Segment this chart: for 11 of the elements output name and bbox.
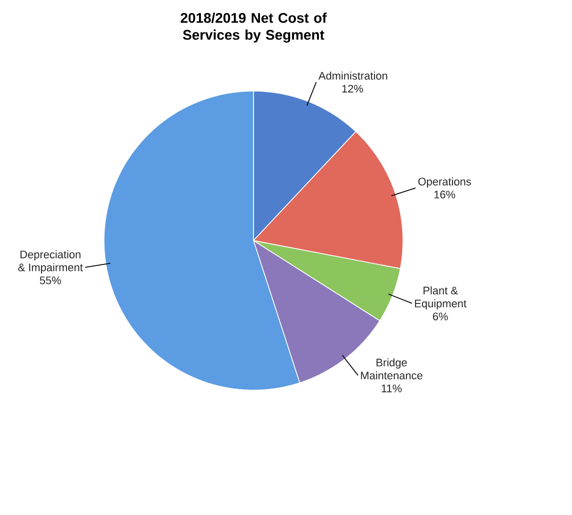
data-label: 12%	[342, 84, 364, 93]
slice-label: Bridge Maintenance	[361, 358, 422, 380]
data-label: 55%	[40, 276, 61, 284]
slice-label: Plant & Equipment	[415, 286, 466, 310]
data-label: 6%	[432, 312, 448, 320]
data-label: 16%	[434, 190, 456, 198]
chart-title: 2018/2019 Net Cost of Services by Segment	[180, 12, 327, 43]
slice-label: Depreciation & Impairment	[18, 250, 83, 274]
slice-label: Operations	[418, 177, 471, 188]
data-label: 11%	[382, 384, 402, 392]
slice-label: Administration	[318, 72, 388, 80]
